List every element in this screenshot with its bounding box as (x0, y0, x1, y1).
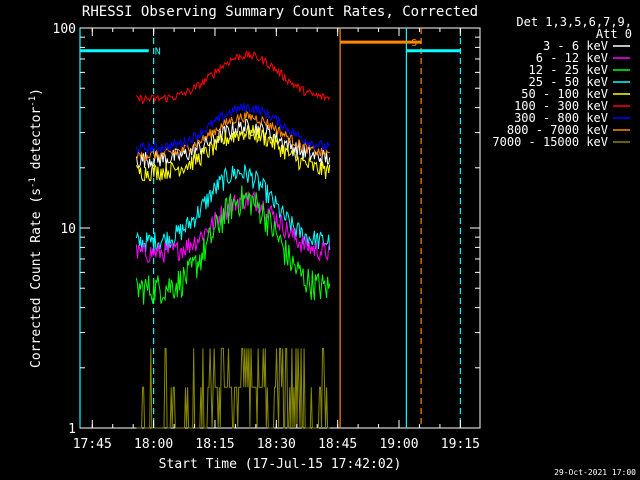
x-tick-label: 17:45 (73, 437, 112, 452)
series-line-25-50keV (135, 164, 331, 253)
plot-area: NS 17:45 18:00 18:15 18:30 18:45 19:00 19:1511… (53, 22, 481, 452)
legend-header-line-2: Att 0 (596, 27, 632, 41)
flag-bars: NS (80, 38, 461, 58)
generation-timestamp: 29-Oct-2021 17:00 (554, 468, 636, 477)
y-tick-label: 1 (68, 422, 76, 437)
flag-label: S (411, 38, 417, 49)
x-tick-label: 18:00 (134, 437, 173, 452)
x-tick-label: 19:15 (441, 437, 480, 452)
series-line-12-25keV (135, 185, 331, 305)
x-tick-label: 18:30 (257, 437, 296, 452)
series-line-800-7000keV (135, 110, 330, 163)
y-tick-label: 100 (53, 22, 76, 37)
legend-entry-label: 800 - 7000 keV (507, 123, 608, 137)
legend-entry-label: 6 - 12 keV (536, 51, 608, 65)
x-axis-label: Start Time (17-Jul-15 17:42:02) (159, 457, 402, 472)
y-tick-label: 10 (60, 222, 76, 237)
series-line-100-300keV (135, 49, 331, 105)
legend-entry-label: 25 - 50 keV (529, 75, 608, 89)
legend-entry-label: 50 - 100 keV (521, 87, 608, 101)
legend-entry-label: 7000 - 15000 keV (492, 135, 608, 149)
x-tick-label: 18:15 (195, 437, 234, 452)
vertical-event-lines (79, 28, 461, 428)
legend-entry-label: 300 - 800 keV (514, 111, 608, 125)
x-tick-label: 18:45 (318, 437, 357, 452)
legend-entry-label: 3 - 6 keV (543, 39, 608, 53)
series-line-3-6keV (135, 118, 331, 169)
series-line-50-100keV (135, 124, 331, 182)
x-tick-label: 19:00 (379, 437, 418, 452)
legend-entry-label: 100 - 300 keV (514, 99, 608, 113)
flag-label: N (155, 47, 161, 58)
series-layer (135, 49, 331, 429)
axes: 17:45 18:00 18:15 18:30 18:45 19:00 19:15 1 10 10… (53, 22, 480, 452)
series-line-6-12keV (135, 190, 331, 263)
legend-header-line-1: Det 1,3,5,6,7,9, (516, 15, 632, 29)
series-line-300-800keV (135, 103, 331, 154)
series-line-7000-15000keV (136, 347, 330, 429)
legend-entry-label: 12 - 25 keV (529, 63, 608, 77)
chart-title: RHESSI Observing Summary Count Rates, Co… (82, 4, 478, 20)
y-axis-label: Corrected Count Rate (s-1 detector-1) (28, 88, 44, 368)
